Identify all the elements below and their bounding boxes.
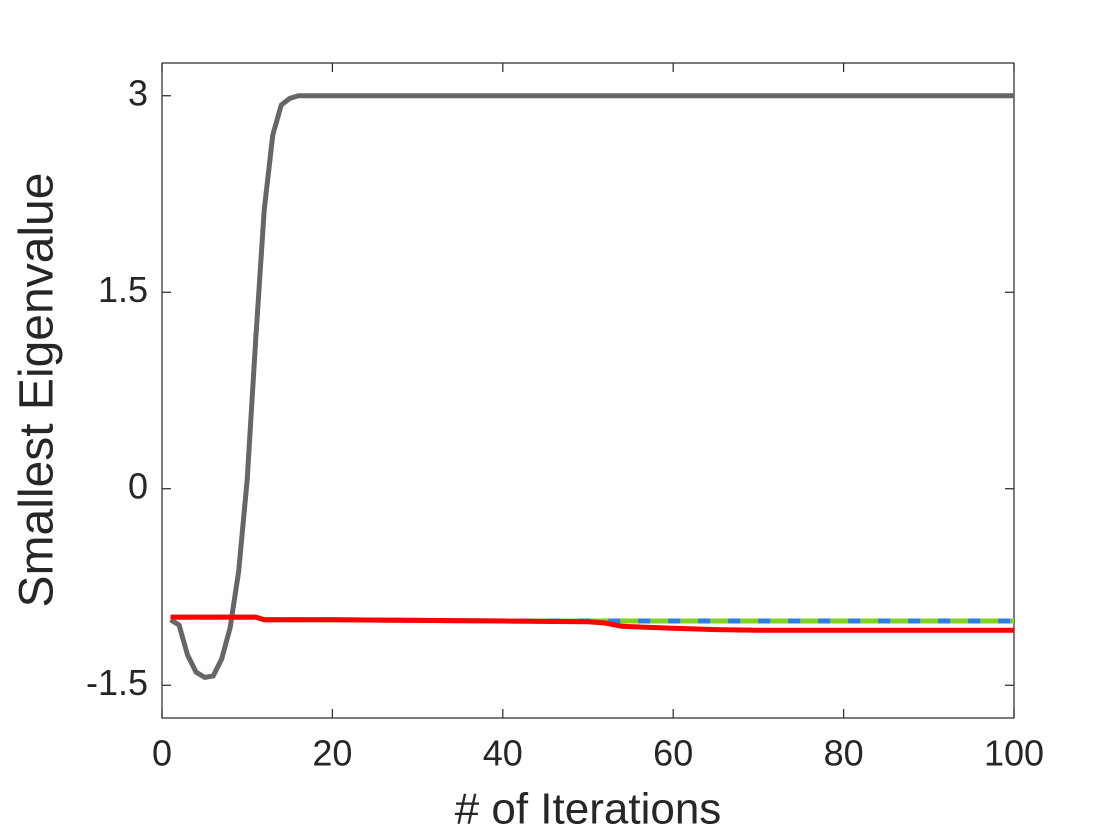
x-tick-label: 0 (152, 733, 172, 774)
x-tick-label: 100 (984, 733, 1044, 774)
x-axis-label: # of Iterations (455, 785, 722, 834)
series-line (169, 93, 1014, 680)
plot-area (161, 62, 1015, 719)
x-tick-label: 80 (824, 733, 864, 774)
y-tick-label: 3 (128, 72, 148, 113)
x-tick-label: 40 (483, 733, 523, 774)
x-tick-label: 60 (653, 733, 693, 774)
y-tick-label: -1.5 (86, 662, 148, 703)
y-tick-label: 1.5 (98, 269, 148, 310)
series-line (170, 614, 1014, 633)
y-tick-label: 0 (128, 465, 148, 506)
x-tick-label: 20 (312, 733, 352, 774)
y-axis-label: Smallest Eigenvalue (11, 173, 64, 608)
